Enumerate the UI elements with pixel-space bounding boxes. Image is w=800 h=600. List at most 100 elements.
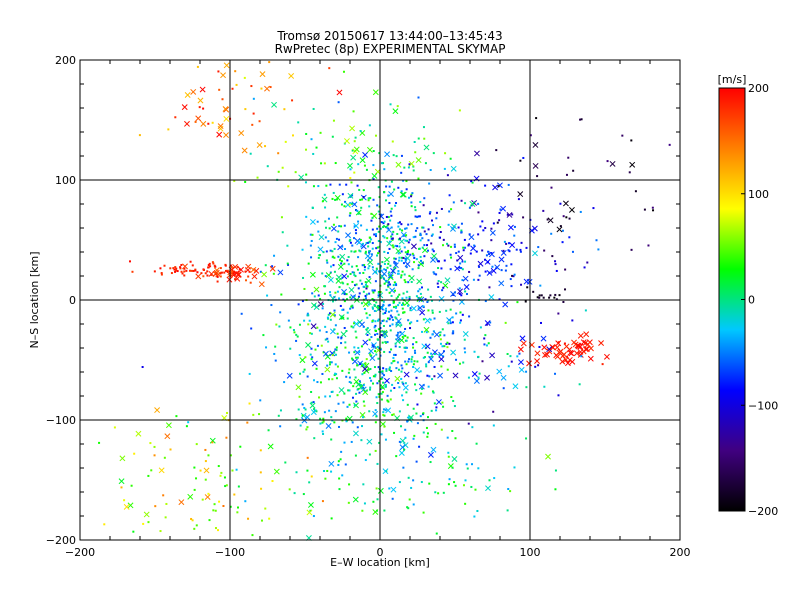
data-point	[128, 260, 131, 263]
data-point	[529, 134, 532, 137]
data-point	[391, 237, 394, 240]
data-point	[400, 223, 403, 226]
data-point-cross	[496, 368, 503, 375]
data-point	[385, 309, 388, 312]
data-point	[420, 259, 423, 262]
data-point	[386, 251, 389, 254]
data-point	[385, 288, 388, 291]
data-point	[382, 303, 385, 306]
data-point	[390, 294, 393, 297]
data-point-cross	[435, 399, 442, 405]
data-point	[379, 291, 382, 294]
data-point	[266, 294, 269, 297]
data-point	[376, 254, 379, 257]
data-point	[419, 239, 422, 242]
data-point	[395, 305, 398, 308]
data-point	[381, 370, 384, 373]
data-point-cross	[517, 191, 524, 198]
data-point-cross	[348, 286, 355, 293]
data-point	[377, 357, 380, 360]
data-point	[243, 76, 246, 79]
data-point-cross	[438, 295, 445, 302]
data-point	[354, 284, 357, 287]
data-point-cross	[339, 253, 346, 260]
data-point-cross	[238, 130, 245, 137]
data-point	[474, 488, 477, 491]
data-point	[433, 375, 436, 378]
data-point	[369, 388, 372, 391]
data-point	[308, 319, 311, 322]
data-point	[416, 319, 419, 322]
data-point	[506, 213, 509, 216]
data-point	[435, 211, 438, 214]
data-point	[535, 117, 538, 120]
data-point	[395, 455, 398, 458]
data-point-cross	[158, 467, 165, 474]
data-point	[334, 291, 337, 294]
data-point	[557, 312, 560, 315]
data-point	[415, 460, 418, 463]
data-point	[419, 370, 422, 373]
data-point	[452, 399, 455, 402]
data-point	[365, 293, 368, 296]
data-point-cross	[468, 234, 475, 241]
data-point	[357, 220, 360, 223]
data-point	[475, 442, 478, 445]
data-point	[287, 319, 290, 322]
data-point	[265, 346, 268, 349]
data-point	[532, 290, 535, 293]
data-point	[375, 267, 378, 270]
data-point	[392, 270, 395, 273]
data-point-cross	[471, 200, 478, 206]
data-point	[187, 421, 190, 424]
data-point	[372, 164, 375, 167]
data-point	[387, 216, 390, 219]
data-point	[310, 475, 313, 478]
data-point	[370, 253, 373, 256]
data-point	[374, 350, 377, 353]
data-point	[404, 251, 407, 254]
data-point	[313, 408, 316, 411]
data-point-cross	[484, 258, 491, 265]
data-point	[374, 375, 377, 378]
data-point	[312, 152, 315, 155]
data-point	[393, 431, 396, 434]
data-point	[385, 320, 388, 323]
data-point	[392, 306, 395, 309]
data-point-cross	[217, 125, 224, 132]
data-point	[219, 272, 222, 275]
data-point	[390, 309, 393, 312]
data-point	[369, 377, 372, 380]
data-point	[417, 307, 420, 310]
data-point	[195, 443, 198, 446]
data-point	[431, 233, 434, 236]
data-point-cross	[395, 161, 402, 168]
data-point-cross	[580, 339, 587, 346]
data-point-cross	[563, 343, 570, 350]
data-point	[400, 154, 403, 157]
data-point	[434, 491, 437, 494]
data-point	[414, 209, 417, 212]
data-point	[382, 381, 385, 384]
data-point	[485, 254, 488, 257]
data-point-cross	[370, 342, 377, 349]
data-point-cross	[498, 280, 505, 287]
data-point	[192, 269, 195, 272]
data-point	[244, 270, 247, 273]
data-point-cross	[462, 275, 469, 282]
data-point-cross	[309, 271, 316, 278]
data-point	[564, 288, 567, 291]
data-point	[138, 134, 141, 137]
data-point	[385, 185, 388, 188]
data-point-cross	[450, 291, 457, 297]
data-point	[484, 270, 487, 273]
data-point-cross	[355, 381, 362, 388]
data-point	[398, 301, 401, 304]
data-point	[362, 290, 365, 293]
data-point	[458, 292, 461, 295]
data-point	[340, 260, 343, 263]
data-point	[321, 430, 324, 433]
data-point	[320, 344, 323, 347]
data-point	[371, 306, 374, 309]
data-point-cross	[500, 374, 507, 381]
